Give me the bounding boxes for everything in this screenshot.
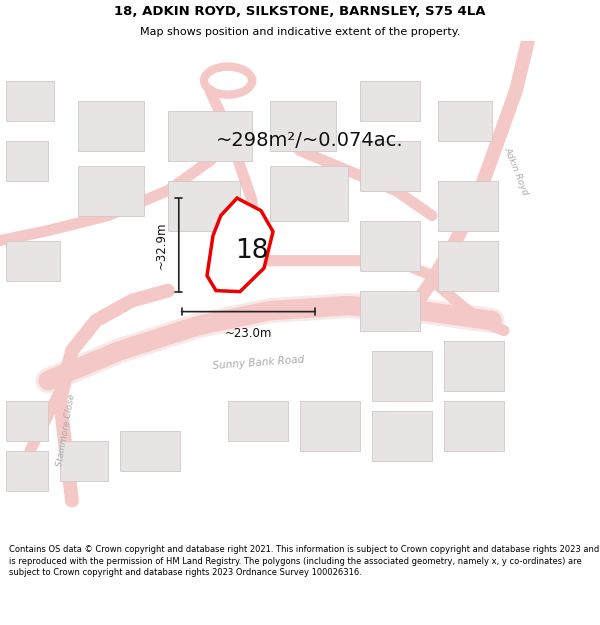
Polygon shape (6, 241, 60, 281)
Polygon shape (444, 401, 504, 451)
Polygon shape (6, 141, 48, 181)
Polygon shape (372, 351, 432, 401)
Polygon shape (168, 111, 252, 161)
Polygon shape (300, 401, 360, 451)
Polygon shape (444, 341, 504, 391)
Polygon shape (6, 401, 48, 441)
Polygon shape (360, 141, 420, 191)
Polygon shape (438, 181, 498, 231)
Polygon shape (360, 81, 420, 121)
Text: Map shows position and indicative extent of the property.: Map shows position and indicative extent… (140, 27, 460, 37)
Polygon shape (270, 101, 336, 151)
Polygon shape (270, 166, 348, 221)
Polygon shape (6, 451, 48, 491)
Polygon shape (438, 101, 492, 141)
Text: 18: 18 (235, 238, 269, 264)
Polygon shape (168, 181, 240, 231)
Text: Sunny Bank Road: Sunny Bank Road (212, 355, 304, 371)
Text: 18, ADKIN ROYD, SILKSTONE, BARNSLEY, S75 4LA: 18, ADKIN ROYD, SILKSTONE, BARNSLEY, S75… (114, 5, 486, 18)
Polygon shape (207, 198, 273, 292)
Polygon shape (60, 441, 108, 481)
Text: Adkin Royd: Adkin Royd (502, 145, 530, 196)
Polygon shape (438, 241, 498, 291)
Polygon shape (120, 431, 180, 471)
Text: Contains OS data © Crown copyright and database right 2021. This information is : Contains OS data © Crown copyright and d… (9, 545, 599, 578)
Polygon shape (6, 81, 54, 121)
Text: Stainmore Close: Stainmore Close (55, 394, 77, 468)
Text: ~32.9m: ~32.9m (155, 221, 168, 269)
Text: ~298m²/~0.074ac.: ~298m²/~0.074ac. (216, 131, 404, 150)
Polygon shape (372, 411, 432, 461)
Polygon shape (360, 291, 420, 331)
Polygon shape (360, 221, 420, 271)
Text: ~23.0m: ~23.0m (225, 327, 272, 339)
Polygon shape (78, 101, 144, 151)
Polygon shape (78, 166, 144, 216)
Polygon shape (228, 401, 288, 441)
